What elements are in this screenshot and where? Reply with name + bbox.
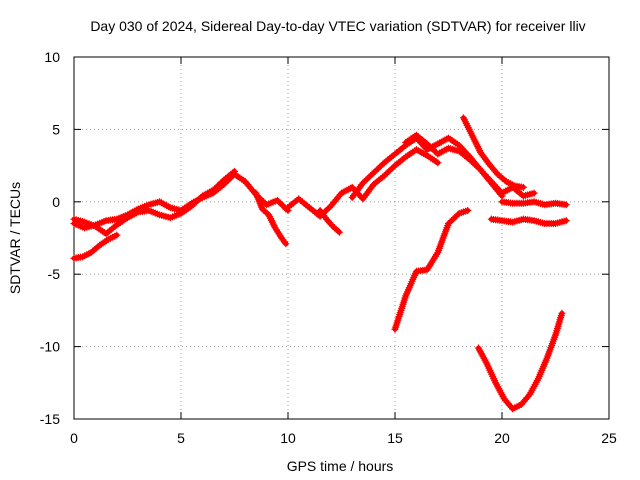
series-track-e: [282, 146, 442, 220]
y-tick-label: 5: [52, 121, 60, 137]
data-point-marker: [492, 169, 500, 177]
series-track-c: [70, 167, 238, 238]
series-track-k: [487, 215, 570, 228]
x-tick-label: 0: [70, 430, 78, 446]
x-tick-label: 15: [387, 430, 403, 446]
data-point-marker: [113, 231, 121, 239]
series-track-d: [252, 189, 290, 248]
data-point-marker: [530, 189, 538, 197]
x-tick-label: 25: [601, 430, 617, 446]
grid-lines: [74, 57, 609, 419]
data-point-marker: [519, 183, 527, 191]
series-track-j: [391, 206, 472, 333]
series-track-m: [474, 309, 566, 413]
chart-title: Day 030 of 2024, Sidereal Day-to-day VTE…: [90, 18, 585, 34]
data-point-marker: [454, 211, 462, 219]
data-point-marker: [231, 167, 238, 175]
x-tick-label: 20: [494, 430, 510, 446]
tick-labels: 0 5 10 15 20 25 -15 -10 -5 0 5 10: [40, 49, 617, 446]
y-tick-label: -5: [48, 266, 61, 282]
data-point-marker: [501, 176, 509, 184]
data-point-marker: [335, 228, 343, 236]
data-point-marker: [464, 206, 472, 214]
plot-border: [73, 56, 610, 420]
series-track-b: [70, 231, 121, 262]
series-track-i: [459, 114, 527, 191]
x-axis-title: GPS time / hours: [287, 458, 394, 474]
plot-frame: [73, 56, 610, 420]
data-point-marker: [434, 159, 442, 167]
series-track-h: [402, 131, 506, 200]
data-point-marker: [497, 190, 505, 198]
y-tick-label: 0: [52, 194, 60, 210]
y-tick-label: 10: [44, 49, 60, 65]
series-layer: [70, 114, 570, 413]
data-point-marker: [562, 201, 570, 209]
series-track-l: [498, 198, 570, 209]
y-tick-label: -15: [40, 411, 60, 427]
data-point-marker: [282, 240, 290, 248]
data-point-marker: [348, 183, 356, 191]
data-point-marker: [558, 309, 566, 317]
axis-ticks: [73, 56, 610, 420]
data-point-marker: [524, 392, 532, 400]
data-point-marker: [334, 227, 342, 235]
x-tick-label: 5: [177, 430, 185, 446]
data-point-marker: [562, 217, 570, 225]
y-axis-title: SDTVAR / TECUs: [7, 182, 23, 294]
series-track-f: [316, 206, 343, 236]
x-tick-label: 10: [280, 430, 296, 446]
data-point-marker: [103, 237, 111, 245]
y-tick-label: -10: [40, 339, 60, 355]
